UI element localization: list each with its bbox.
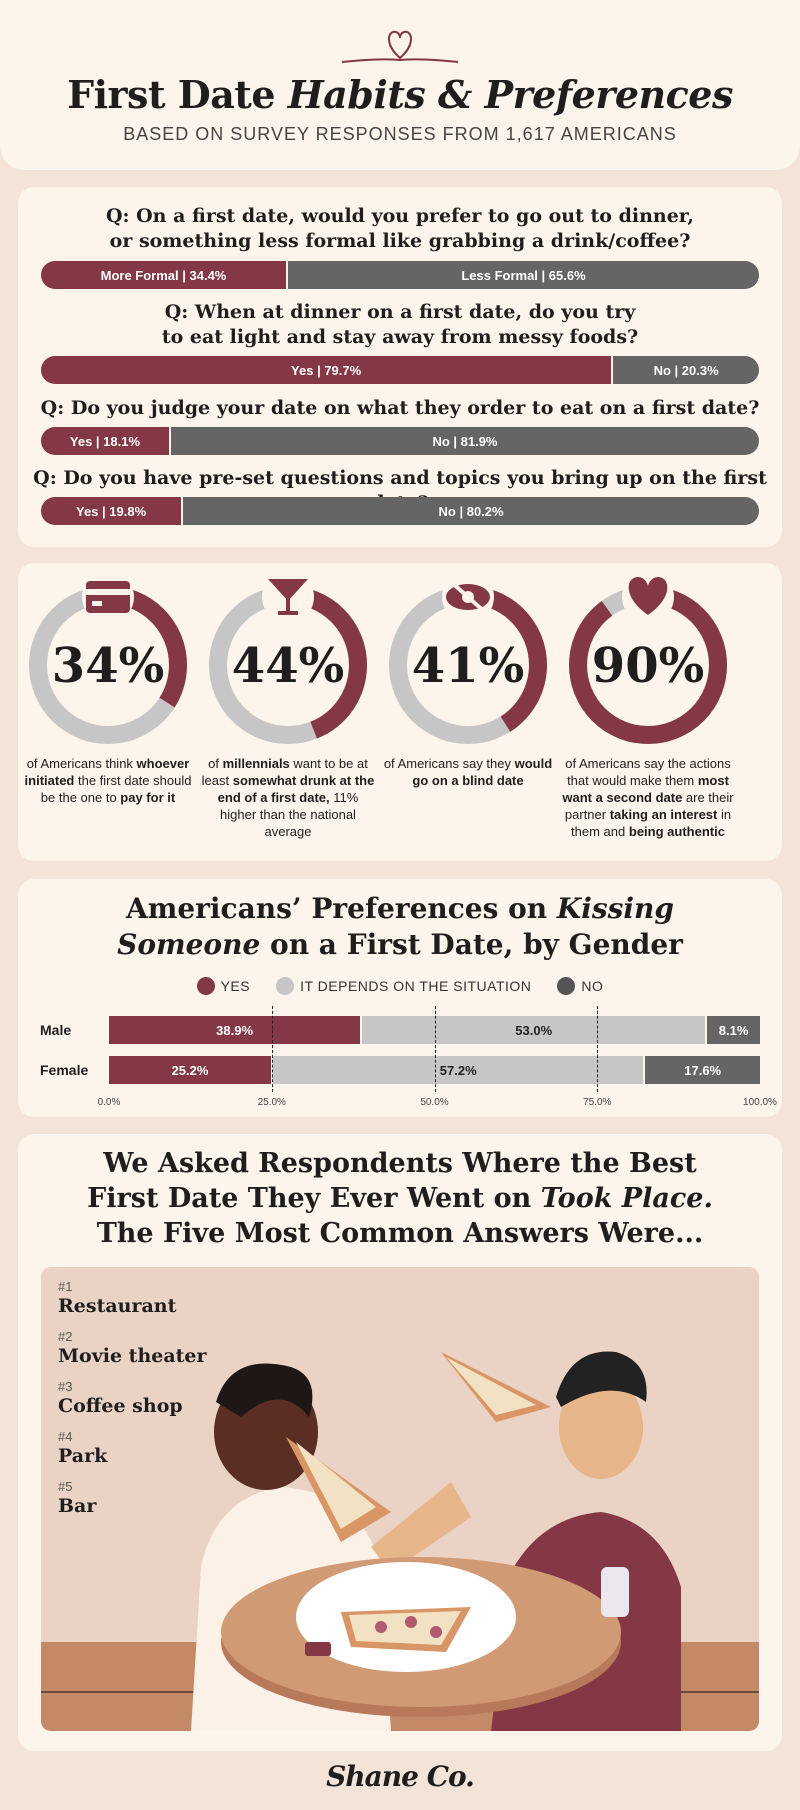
bar-segment: 38.9% xyxy=(109,1016,363,1044)
stat-1: 34% of Americans think whoever initiated … xyxy=(18,575,198,806)
stat-description: of millennials want to be at least somew… xyxy=(201,756,375,839)
stat-value: 44% xyxy=(232,638,344,694)
heart-icon xyxy=(622,575,674,623)
q2-yes-segment: Yes | 79.7% xyxy=(41,356,614,384)
x-tick-label: 25.0% xyxy=(257,1097,286,1108)
stat-value: 41% xyxy=(412,638,524,694)
rank-name: Bar xyxy=(58,1495,97,1517)
bar-segment: 17.6% xyxy=(645,1056,760,1084)
page-subtitle: BASED ON SURVEY RESPONSES FROM 1,617 AME… xyxy=(123,124,677,144)
x-tick-label: 50.0% xyxy=(420,1097,449,1108)
chart-legend: YES IT DEPENDS ON THE SITUATION NO xyxy=(18,977,782,995)
rank-number: #2 xyxy=(58,1329,73,1344)
legend-no: NO xyxy=(557,977,603,995)
legend-yes: YES xyxy=(196,977,251,995)
rank-name: Restaurant xyxy=(58,1295,177,1317)
page-title: First Date Habits & Preferences xyxy=(67,72,733,117)
donut-chart: 44% xyxy=(209,575,367,744)
stat-4: 90% of Americans say the actions that wou… xyxy=(558,575,738,840)
q2-no-segment: No | 20.3% xyxy=(613,356,759,384)
donut-chart: 41% xyxy=(389,575,547,744)
rank-number: #3 xyxy=(58,1379,73,1394)
rank-number: #1 xyxy=(58,1279,73,1294)
question-1: Q: On a first date, would you prefer to … xyxy=(105,205,695,252)
stat-3: 41% of Americans say they would go on a b… xyxy=(378,575,558,789)
stat-2: 44% of millennials want to be at least so… xyxy=(198,575,378,840)
stat-description: of Americans say they would go on a blin… xyxy=(383,756,553,788)
gridline xyxy=(597,1006,599,1092)
gridline xyxy=(434,1006,436,1092)
list-item: #5 Bar xyxy=(58,1479,96,1517)
legend-yes-label: YES xyxy=(220,978,251,994)
bar-segment: 53.0% xyxy=(362,1016,708,1044)
list-item: #3 Coffee shop xyxy=(58,1379,183,1417)
list-item: #4 Park xyxy=(58,1429,107,1467)
question-2: Q: When at dinner on a first date, do yo… xyxy=(161,301,639,348)
couple-eating-pizza-illustration xyxy=(41,1351,759,1731)
q3-yes-segment: Yes | 18.1% xyxy=(41,427,171,455)
stat-description: of Americans think whoever initiated the… xyxy=(24,756,192,805)
rank-name: Movie theater xyxy=(58,1345,207,1367)
heart-line-icon xyxy=(341,30,459,63)
legend-no-label: NO xyxy=(581,978,604,994)
stacked-bar: 25.2% 57.2% 17.6% xyxy=(109,1056,760,1084)
question-3: Q: Do you judge your date on what they o… xyxy=(40,397,760,419)
bar-segment: 57.2% xyxy=(273,1056,646,1084)
question-1-bar: More Formal | 34.4% Less Formal | 65.6% xyxy=(41,261,759,289)
q4-no-segment: No | 80.2% xyxy=(183,497,759,525)
kissing-card: Americans’ Preferences on Kissing Someon… xyxy=(18,879,782,1117)
q1-yes-segment: More Formal | 34.4% xyxy=(41,261,288,289)
list-item: #1 Restaurant xyxy=(58,1279,176,1317)
gridline xyxy=(271,1006,273,1092)
kissing-chart-title: Americans’ Preferences on Kissing Someon… xyxy=(117,892,683,961)
blindfold-eye-icon xyxy=(442,575,494,623)
shane-co-logo: Shane Co. xyxy=(326,1760,475,1793)
rank-name: Coffee shop xyxy=(58,1395,183,1417)
stacked-bar: 38.9% 53.0% 8.1% xyxy=(109,1016,760,1044)
credit-card-icon xyxy=(82,575,134,623)
places-card: We Asked Respondents Where the Best Firs… xyxy=(18,1134,782,1751)
bar-segment: 8.1% xyxy=(707,1016,760,1044)
legend-depends-label: IT DEPENDS ON THE SITUATION xyxy=(300,978,532,994)
x-tick-label: 100.0% xyxy=(743,1097,777,1108)
question-3-bar: Yes | 18.1% No | 81.9% xyxy=(41,427,759,455)
q4-yes-segment: Yes | 19.8% xyxy=(41,497,184,525)
cocktail-glass-icon xyxy=(262,575,314,623)
places-title: We Asked Respondents Where the Best Firs… xyxy=(87,1148,713,1249)
stat-description: of Americans say the actions that would … xyxy=(562,756,734,839)
neutral-face-icon xyxy=(276,977,295,995)
rank-number: #5 xyxy=(58,1479,73,1494)
question-2-bar: Yes | 79.7% No | 20.3% xyxy=(41,356,759,384)
questions-card: Q: On a first date, would you prefer to … xyxy=(18,187,782,547)
row-label: Male xyxy=(40,1022,72,1038)
stat-value: 34% xyxy=(52,638,164,694)
kiss-face-icon xyxy=(196,977,215,995)
x-tick-label: 75.0% xyxy=(583,1097,612,1108)
q3-no-segment: No | 81.9% xyxy=(170,427,759,455)
donut-chart: 34% xyxy=(29,575,187,744)
x-tick-label: 0.0% xyxy=(97,1097,121,1108)
bar-segment: 25.2% xyxy=(109,1056,274,1084)
stats-card: 34% of Americans think whoever initiated … xyxy=(18,563,782,861)
pizza-date-illustration: #1 Restaurant #2 Movie theater #3 Coffee shop… xyxy=(41,1267,759,1731)
frown-face-icon xyxy=(557,977,576,995)
list-item: #2 Movie theater xyxy=(58,1329,207,1367)
q1-no-segment: Less Formal | 65.6% xyxy=(287,261,759,289)
rank-name: Park xyxy=(58,1445,108,1467)
header: First Date Habits & Preferences BASED ON… xyxy=(0,0,800,170)
row-label: Female xyxy=(40,1062,89,1078)
question-4-bar: Yes | 19.8% No | 80.2% xyxy=(41,497,759,525)
donut-chart: 90% xyxy=(569,575,727,744)
rank-number: #4 xyxy=(58,1429,73,1444)
stat-value: 90% xyxy=(592,638,704,694)
legend-depends: IT DEPENDS ON THE SITUATION xyxy=(276,977,531,995)
